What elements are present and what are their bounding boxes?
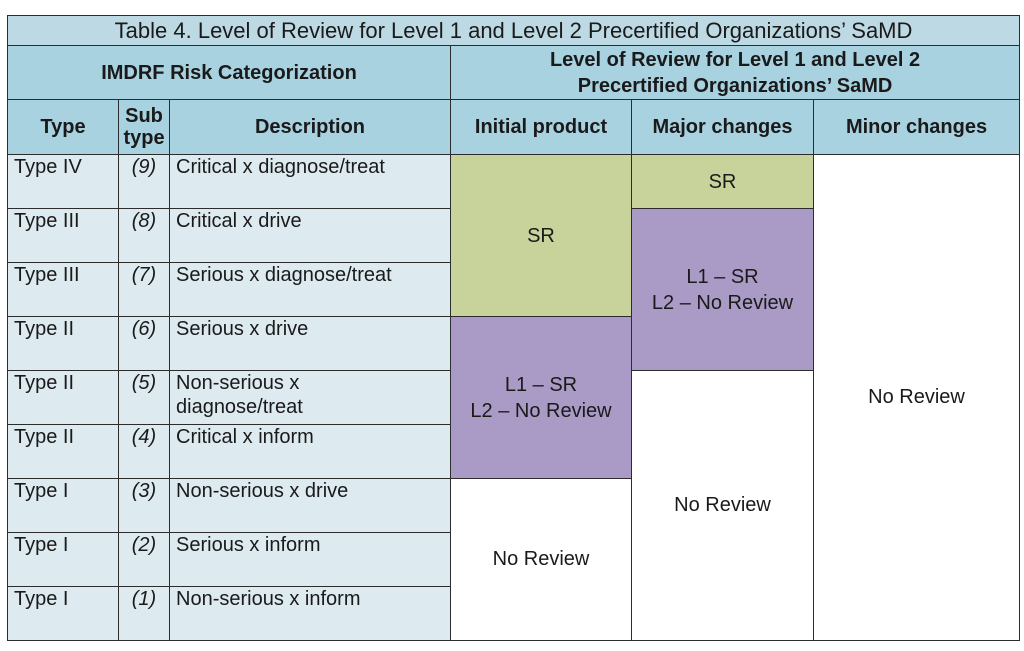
subtype-cell: (9) [118,154,170,209]
column-header-type: Type [7,99,119,155]
subtype-cell: (5) [118,370,170,425]
table-row: Type III (7) Serious x diagnose/treat [7,262,1020,317]
minor-no-review-cell: No Review [812,154,1021,641]
column-header-description: Description [169,99,451,155]
major-no-review-cell: No Review [631,370,814,641]
column-header-subtype: Sub type [118,99,170,155]
column-header-major-changes: Major changes [631,99,814,155]
initial-l1-sr-cell: L1 – SR L2 – No Review [450,316,632,479]
column-header-minor-changes: Minor changes [812,99,1021,155]
description-cell: Non-serious x diagnose/treat [169,370,451,425]
table-title: Table 4. Level of Review for Level 1 and… [6,15,1021,46]
type-cell: Type II [7,370,119,425]
group-header-imdrf: IMDRF Risk Categorization [7,45,451,100]
type-cell: Type III [7,262,119,317]
description-cell: Critical x inform [169,424,451,479]
description-line2: diagnose/treat [176,396,303,418]
group-header-review-line1: Level of Review for Level 1 and Level 2 [549,48,921,71]
table-row: Type II (4) Critical x inform [7,424,1020,479]
subtype-cell: (2) [118,532,170,587]
subtype-cell: (6) [118,316,170,371]
table-row: Type I (1) Non-serious x inform [7,586,1020,641]
table-row: Type III (8) Critical x drive L1 – SR L2… [7,208,1020,371]
description-cell: Non-serious x drive [169,478,451,533]
group-header-review-line2: Precertified Organizations’ SaMD [577,74,893,97]
initial-l2-line: L2 – No Review [470,399,612,422]
type-cell: Type I [7,586,119,641]
major-sr-cell: SR [631,154,814,209]
description-cell: Serious x inform [169,532,451,587]
table-row: Type I (2) Serious x inform [7,532,1020,587]
group-header-review-level: Level of Review for Level 1 and Level 2 … [449,45,1021,100]
description-cell: Non-serious x inform [169,586,451,641]
description-cell: Critical x diagnose/treat [169,154,451,209]
description-cell: Serious x drive [169,316,451,371]
type-cell: Type IV [7,154,119,209]
major-l1-line: L1 – SR [686,265,759,288]
subtype-cell: (1) [118,586,170,641]
table-row: Type I (3) Non-serious x drive No Review [7,478,1020,641]
type-cell: Type II [7,316,119,371]
initial-sr-cell: SR [450,154,632,317]
type-cell: Type II [7,424,119,479]
subtype-cell: (8) [118,208,170,263]
review-level-table: Table 4. Level of Review for Level 1 and… [6,15,1021,641]
type-cell: Type III [7,208,119,263]
type-cell: Type I [7,478,119,533]
major-l1-sr-cell: L1 – SR L2 – No Review [631,208,814,371]
subtype-header-line2: type [123,127,165,149]
subtype-header-line1: Sub [125,105,163,127]
table-row: Type IV (9) Critical x diagnose/treat SR… [7,154,1021,641]
initial-no-review-cell: No Review [450,478,632,641]
type-cell: Type I [7,532,119,587]
table-row: Type II (6) Serious x drive L1 – SR L2 –… [7,316,1020,479]
subtype-cell: (7) [118,262,170,317]
subtype-cell: (4) [118,424,170,479]
column-header-initial-product: Initial product [450,99,632,155]
major-l2-line: L2 – No Review [651,291,794,314]
description-line1: Non-serious x [176,372,300,394]
subtype-cell: (3) [118,478,170,533]
description-cell: Serious x diagnose/treat [169,262,451,317]
table-row: Type II (5) Non-serious x diagnose/treat… [7,370,1020,641]
initial-l1-line: L1 – SR [504,373,578,396]
description-cell: Critical x drive [169,208,451,263]
